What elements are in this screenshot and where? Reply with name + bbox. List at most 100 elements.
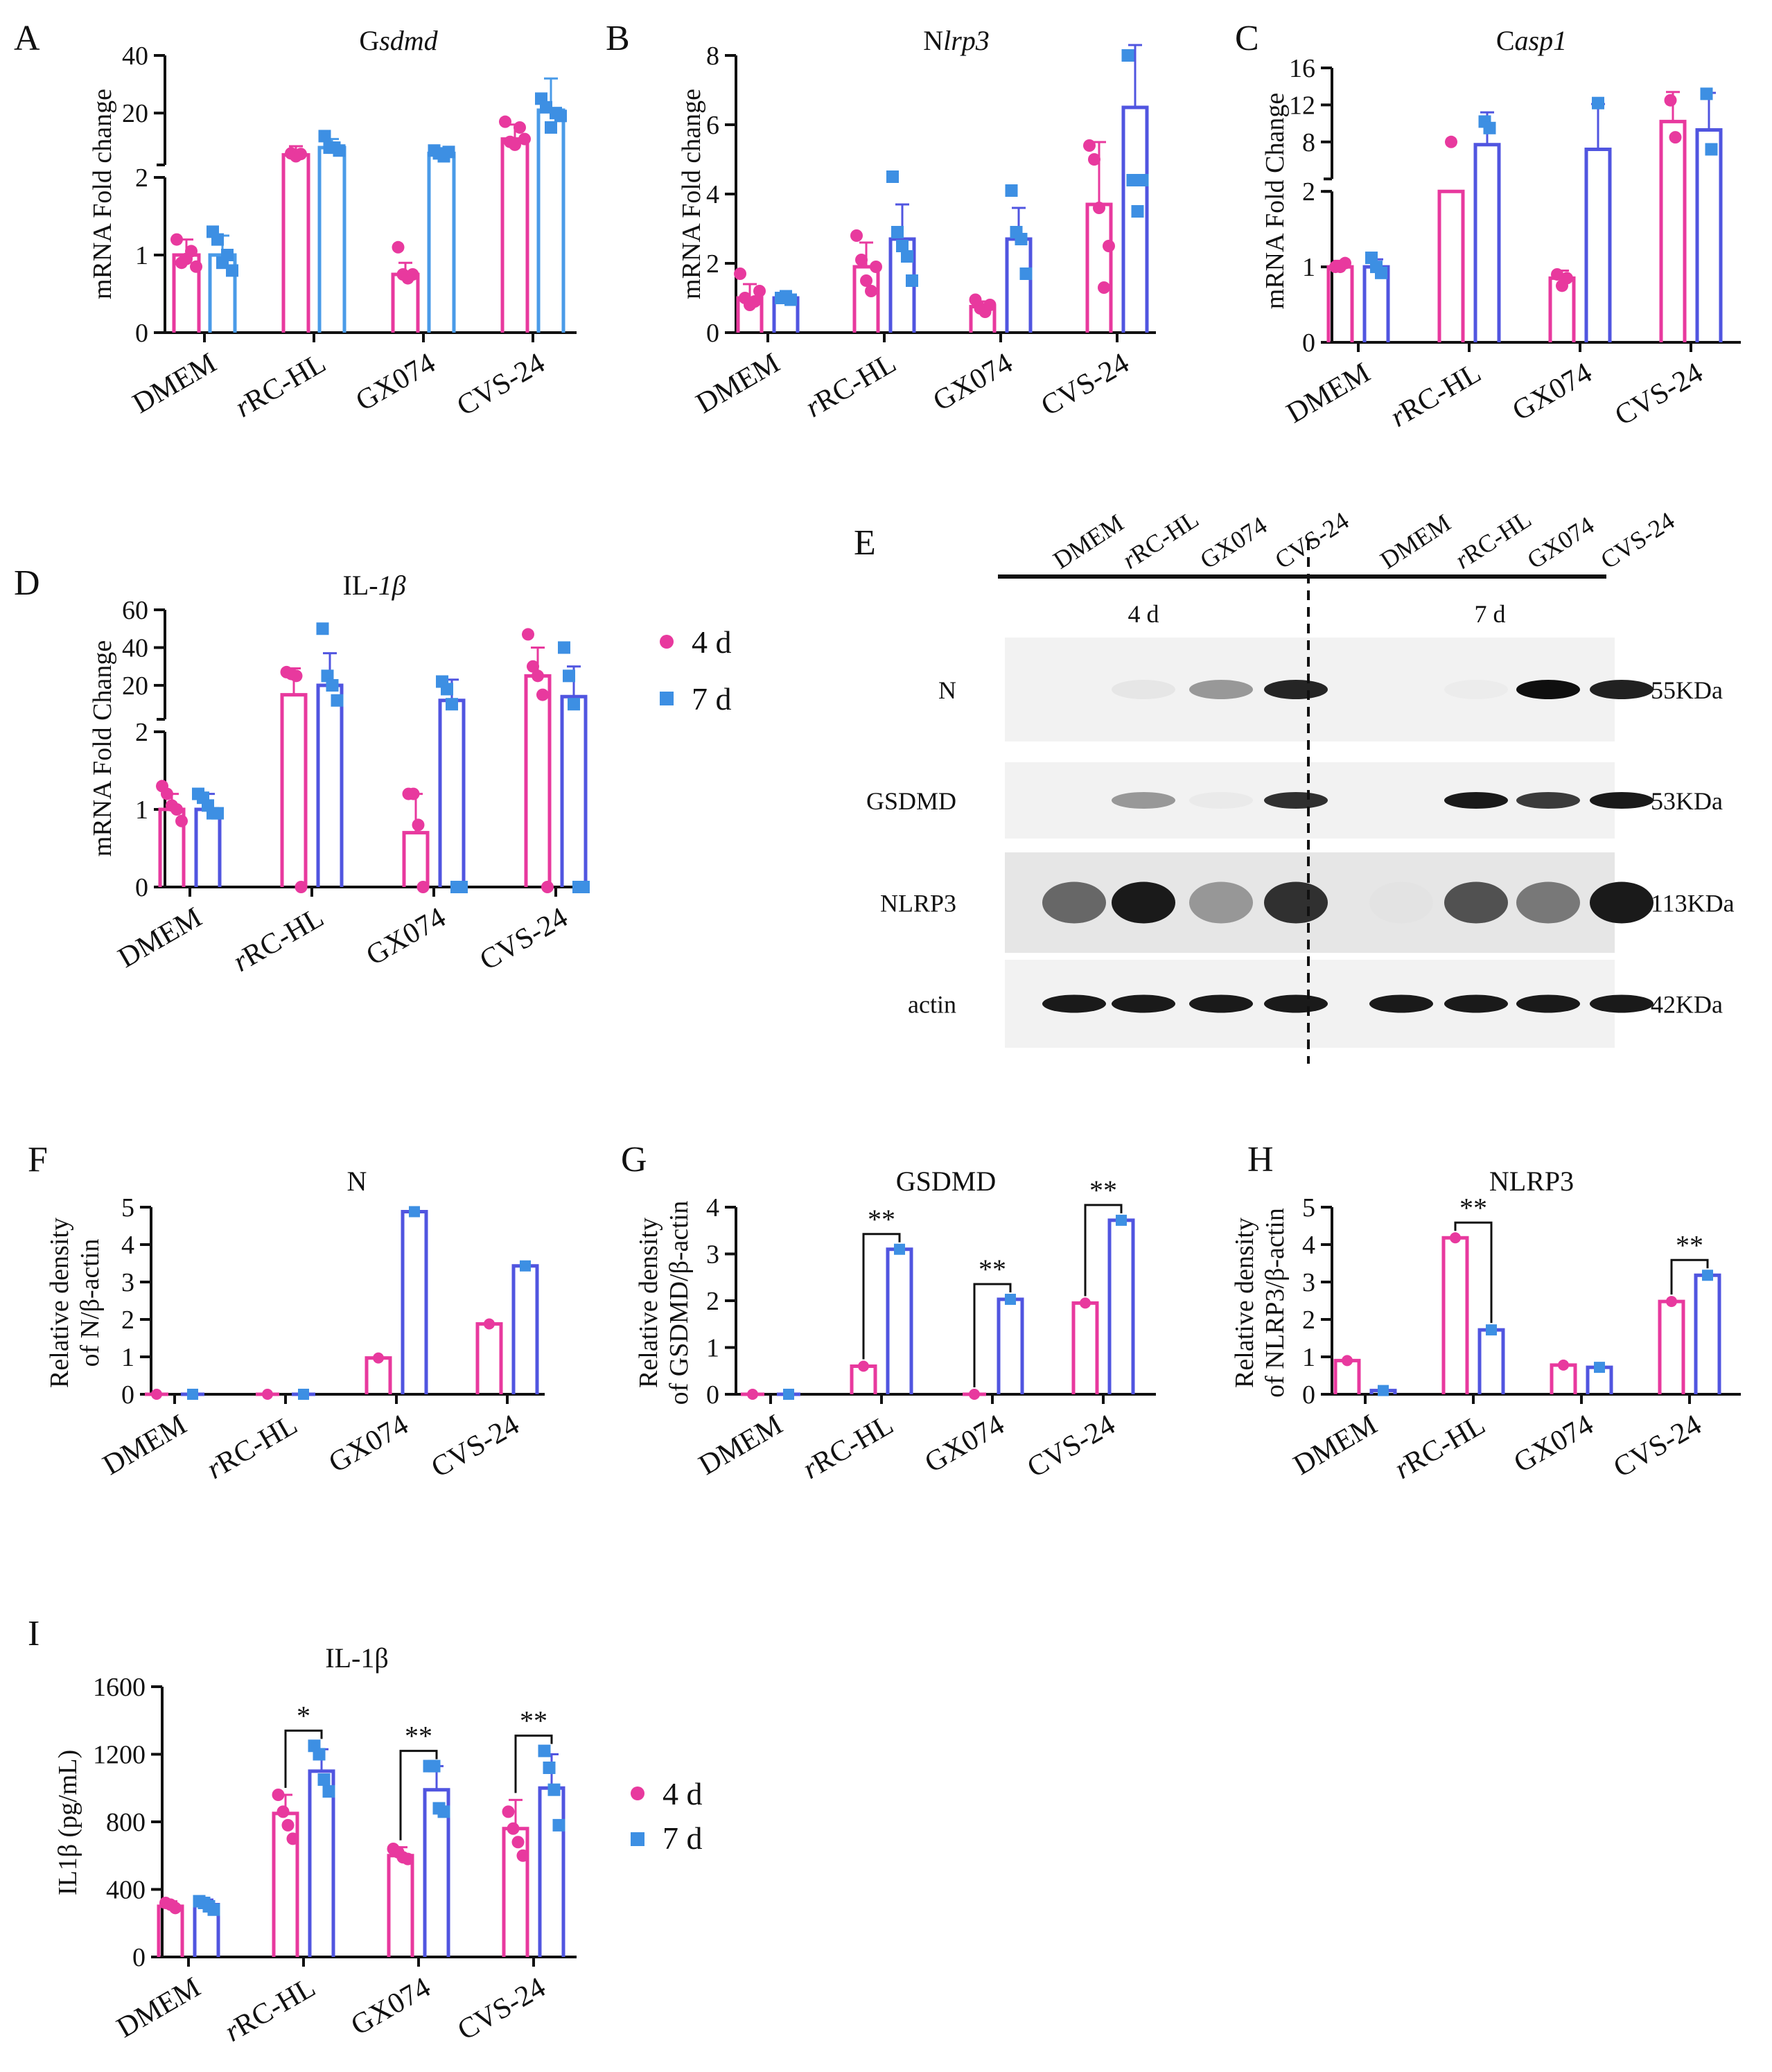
y-tick-label: 8 xyxy=(706,42,719,71)
bar-7d-1 xyxy=(308,1769,335,1957)
bar-7d-3 xyxy=(1107,1218,1135,1394)
y-tick-label: 40 xyxy=(122,633,148,662)
blot-band xyxy=(1264,680,1328,699)
blot-lane-label-5: rRC-HL xyxy=(1450,505,1536,574)
bar-top-marker-7d xyxy=(783,1389,794,1400)
y-tick-label: 2 xyxy=(121,1306,134,1335)
y-tick-label: 0 xyxy=(1302,1380,1315,1410)
bar-top-marker-4d xyxy=(1342,1355,1353,1367)
y-tick-label: 1600 xyxy=(93,1673,146,1702)
data-point-4d xyxy=(753,285,766,297)
blot-band xyxy=(1042,881,1106,924)
bar-7d-2 xyxy=(997,1297,1024,1394)
y-tick-label: 1 xyxy=(1302,253,1315,282)
legend-2-label-4d: 4 d xyxy=(663,1776,703,1811)
blot-band xyxy=(1112,881,1175,924)
chart-title-part: 1β xyxy=(378,570,406,601)
data-point-4d xyxy=(541,881,554,893)
bar-7d-3 xyxy=(536,108,565,333)
data-point-4d xyxy=(416,881,430,893)
data-point-4d xyxy=(1669,131,1682,144)
blot-lane-label-rest: RC-HL xyxy=(1458,505,1536,569)
x-tick-label-rest: RC-HL xyxy=(238,902,329,973)
data-point-4d xyxy=(870,261,882,273)
data-point-4d xyxy=(169,1902,182,1915)
data-point-4d xyxy=(272,1789,285,1801)
blot-band xyxy=(1369,994,1433,1013)
x-tick-label-rest: RC-HL xyxy=(1395,357,1486,428)
bar-top-marker-4d xyxy=(1666,1296,1677,1308)
chart-panel-D: D IL-1β mRNA Fold Change 0 1 2 20 40 60 DMEM rRC-H… xyxy=(14,563,590,978)
blot-band xyxy=(1189,792,1253,809)
data-point-4d xyxy=(522,628,534,641)
data-point-7d xyxy=(547,1783,561,1796)
data-point-4d xyxy=(175,814,188,827)
data-point-7d xyxy=(1015,233,1028,245)
data-point-7d xyxy=(221,249,234,261)
bar-top-marker-7d xyxy=(520,1260,531,1272)
significance-bracket xyxy=(399,1750,438,1841)
data-point-7d xyxy=(558,641,570,654)
bar-top-marker-7d xyxy=(1486,1324,1497,1336)
chart-panel-G: G GSDMD Relative densityof GSDMD/β-actin 0 1… xyxy=(621,1140,1156,1486)
blot-band xyxy=(1189,881,1253,924)
y-axis-label-B: mRNA Fold change xyxy=(677,89,706,299)
x-tick-label-rest: RC-HL xyxy=(807,1409,899,1480)
blot-size-label-N: 55KDa xyxy=(1651,676,1723,704)
legend-2-marker-4d xyxy=(631,1786,644,1800)
significance-label: ** xyxy=(979,1254,1006,1285)
bar-4d-1 xyxy=(1441,1236,1469,1394)
blot-band xyxy=(1590,881,1653,924)
chart-panel-F: F N Relative densityof N/β-actin 0 1 2 3 4 5 DMEM… xyxy=(28,1140,545,1486)
significance-label: * xyxy=(297,1700,310,1731)
panel-label-B: B xyxy=(606,19,630,58)
x-tick-label-2: GX074 xyxy=(920,1409,1010,1480)
y-axis-label-line: of NLRP3/β-actin xyxy=(1261,1208,1290,1398)
data-point-7d xyxy=(321,669,334,683)
bar-7d-1 xyxy=(1473,143,1501,342)
data-point-4d xyxy=(850,229,863,242)
bar-top-marker-4d xyxy=(262,1389,273,1400)
bar-top-marker-7d xyxy=(409,1206,420,1218)
significance-label: ** xyxy=(1459,1192,1487,1223)
blot-row-label-actin: actin xyxy=(908,991,956,1019)
bar-7d-3 xyxy=(560,694,588,887)
data-point-4d xyxy=(748,295,761,308)
x-tick-label-1: rRC-HL xyxy=(1389,1409,1491,1486)
bar-top-marker-7d xyxy=(187,1389,198,1400)
blot-lane-label-1: rRC-HL xyxy=(1118,505,1204,574)
data-point-7d xyxy=(313,1748,326,1761)
data-point-7d xyxy=(455,881,468,893)
chart-title-H: NLRP3 xyxy=(1489,1166,1574,1197)
y-tick-label: 4 xyxy=(1302,1231,1315,1260)
bar-4d-3 xyxy=(1071,1301,1099,1394)
bar-4d-3 xyxy=(1658,1299,1685,1394)
data-point-7d xyxy=(318,130,331,143)
blot-band xyxy=(1189,994,1253,1013)
bar-4d-3 xyxy=(1659,119,1687,342)
significance-bracket xyxy=(1084,1204,1123,1297)
x-tick-label-1: rRC-HL xyxy=(202,1409,303,1486)
data-point-7d xyxy=(1136,174,1149,186)
significance-label: ** xyxy=(405,1721,432,1752)
x-tick-label-2: GX074 xyxy=(324,1409,414,1480)
bar-7d-3 xyxy=(511,1264,539,1394)
y-tick-label: 2 xyxy=(706,249,719,279)
y-tick-label: 2 xyxy=(706,1287,719,1316)
y-axis-label-F: Relative densityof N/β-actin xyxy=(45,1218,105,1388)
blot-band xyxy=(1444,792,1508,809)
blot-row-label-NLRP3: NLRP3 xyxy=(880,890,956,918)
data-point-7d xyxy=(322,1785,335,1798)
y-axis-label-line: of N/β-actin xyxy=(76,1239,105,1367)
data-point-4d xyxy=(507,1822,520,1835)
data-point-7d xyxy=(207,1903,220,1916)
y-tick-label: 0 xyxy=(135,873,148,902)
y-axis-label-G: Relative densityof GSDMD/β-actin xyxy=(634,1201,694,1405)
legend-1-marker-7d xyxy=(660,692,674,705)
x-tick-label-0: DMEM xyxy=(1288,1409,1383,1482)
significance-bracket xyxy=(1454,1221,1493,1324)
bar-4d-3 xyxy=(524,674,552,887)
data-point-7d xyxy=(211,233,224,246)
